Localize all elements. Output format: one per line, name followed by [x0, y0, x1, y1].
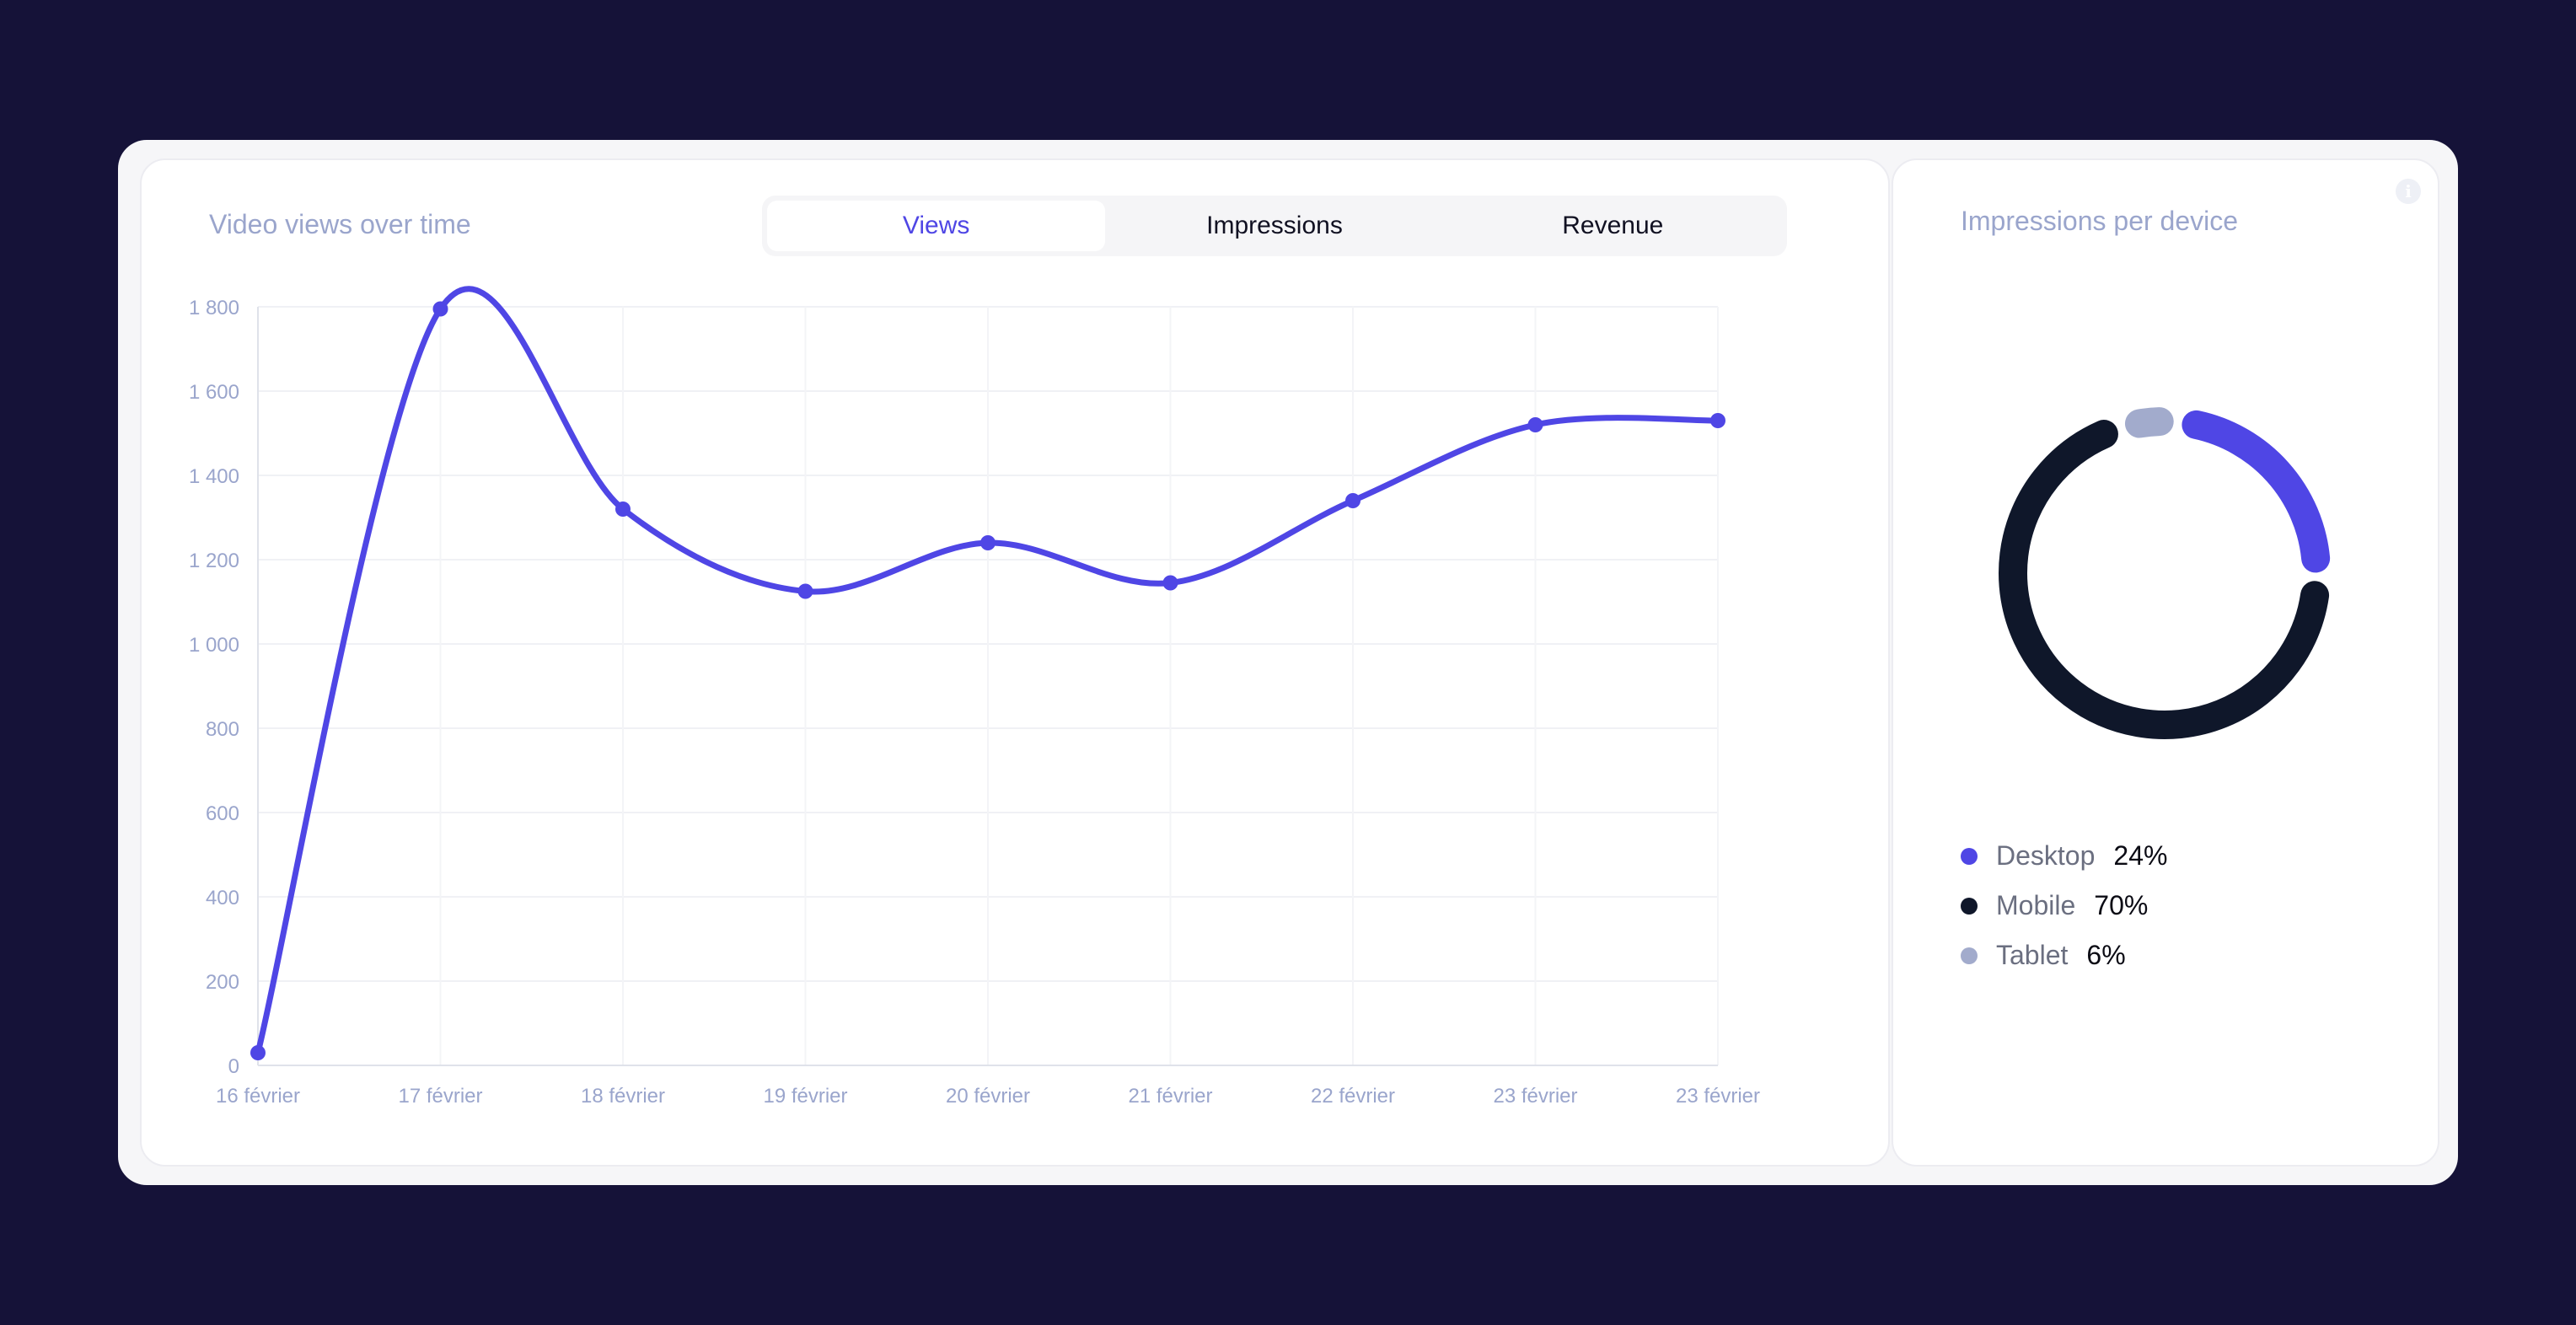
tab-impressions[interactable]: Impressions: [1206, 212, 1343, 239]
donut-slice-tablet[interactable]: [2124, 407, 2174, 438]
video-views-title: Video views over time: [209, 209, 471, 239]
views-data-point[interactable]: [797, 583, 813, 599]
x-tick-label: 21 février: [1128, 1085, 1212, 1108]
legend-value: 24%: [2113, 840, 2168, 871]
y-tick-label: 200: [206, 971, 239, 994]
views-data-point[interactable]: [980, 535, 996, 550]
views-data-point[interactable]: [1527, 417, 1543, 432]
video-views-card: Video views over time Views Impressions …: [140, 158, 1890, 1167]
x-tick-label: 22 février: [1311, 1085, 1395, 1108]
legend-swatch: [1961, 847, 1978, 865]
legend-swatch: [1961, 947, 1978, 964]
views-data-point[interactable]: [1162, 575, 1178, 591]
x-tick-label: 17 février: [398, 1085, 482, 1108]
impressions-per-device-card: Impressions per device i Desktop 24% Mobil…: [1892, 158, 2439, 1167]
legend-label: Tablet: [1996, 940, 2069, 970]
x-tick-label: 23 février: [1676, 1085, 1760, 1108]
tab-views[interactable]: Views: [767, 201, 1106, 251]
legend-item-mobile: Mobile 70%: [1961, 881, 2167, 931]
x-tick-label: 23 février: [1493, 1085, 1577, 1108]
donut-slice-desktop[interactable]: [2182, 410, 2331, 573]
legend-value: 6%: [2086, 940, 2126, 970]
views-data-point[interactable]: [1710, 413, 1725, 428]
legend-item-tablet: Tablet 6%: [1961, 931, 2167, 980]
y-tick-label: 0: [228, 1055, 239, 1078]
chart-grid: [257, 306, 1719, 1066]
y-tick-label: 800: [206, 718, 239, 741]
y-tick-label: 1 200: [189, 550, 239, 572]
views-data-point[interactable]: [432, 301, 448, 317]
impressions-per-device-title: Impressions per device: [1961, 206, 2239, 236]
legend-swatch: [1961, 897, 1978, 915]
y-tick-label: 1 600: [189, 381, 239, 404]
y-tick-label: 400: [206, 887, 239, 909]
donut-chart: [1999, 407, 2331, 739]
views-data-point[interactable]: [1345, 493, 1360, 508]
legend-label: Desktop: [1996, 840, 2096, 871]
metric-tabs: Views Impressions Revenue: [762, 196, 1787, 256]
line-chart: 0 200 400 600 800 1 000 1 200 1 400 1 600 1 800 16…: [189, 286, 1760, 1108]
dashboard-panel: Video views over time Views Impressions …: [118, 140, 2458, 1185]
legend-value: 70%: [2094, 890, 2149, 920]
views-data-point[interactable]: [250, 1045, 266, 1060]
legend-label: Mobile: [1996, 890, 2076, 920]
donut-slice-mobile[interactable]: [1999, 420, 2330, 739]
y-tick-label: 1 400: [189, 465, 239, 488]
y-tick-label: 600: [206, 802, 239, 825]
x-tick-label: 16 février: [216, 1085, 300, 1108]
x-tick-label: 19 février: [763, 1085, 847, 1108]
legend-item-desktop: Desktop 24%: [1961, 831, 2167, 881]
y-tick-label: 1 000: [189, 634, 239, 657]
views-data-point[interactable]: [615, 502, 631, 517]
donut-legend: Desktop 24% Mobile 70% Tablet 6%: [1961, 831, 2167, 980]
tab-revenue[interactable]: Revenue: [1562, 212, 1664, 239]
y-tick-label: 1 800: [189, 297, 239, 319]
x-tick-label: 18 février: [581, 1085, 665, 1108]
info-icon[interactable]: i: [2396, 179, 2421, 204]
x-tick-label: 20 février: [946, 1085, 1030, 1108]
views-series-line: [255, 286, 1721, 1056]
